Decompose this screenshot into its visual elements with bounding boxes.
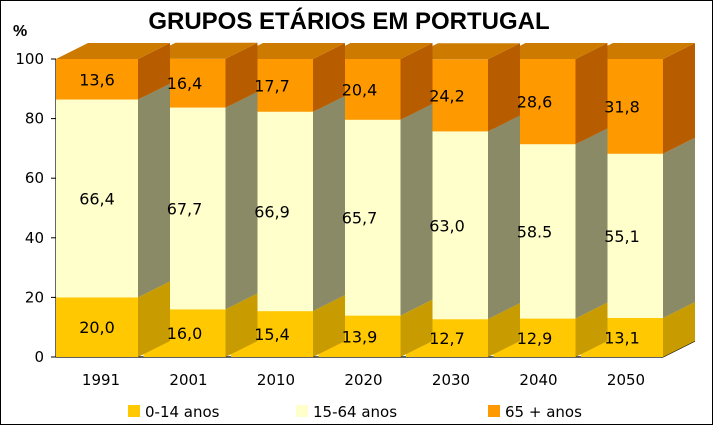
legend-swatch xyxy=(296,405,308,417)
bar-side xyxy=(488,303,520,357)
bar-side xyxy=(400,103,433,316)
y-tick-label: 40 xyxy=(25,229,44,247)
bar-side xyxy=(663,301,695,357)
bar-top xyxy=(318,43,433,59)
legend-entry: 15-64 anos xyxy=(313,403,397,421)
bar-segment xyxy=(56,59,138,100)
legend: 0-14 anos 15-64 anos 65 + anos xyxy=(128,403,582,421)
data-labels: 20,0 66,4 13,6 16,0 67,7 16,4 15,4 66,9 17,7 13,9… xyxy=(79,70,640,348)
data-label: 20,4 xyxy=(342,80,378,99)
data-label: 15,4 xyxy=(254,325,290,344)
data-label: 13,6 xyxy=(79,70,115,89)
bar-stack xyxy=(56,43,170,357)
bar-side xyxy=(575,43,608,145)
x-tick-label: 2010 xyxy=(257,371,295,389)
bar-side xyxy=(313,43,345,112)
bar-side xyxy=(575,302,608,357)
bar-side xyxy=(488,43,520,132)
y-tick-label: 0 xyxy=(34,348,44,366)
bar-side xyxy=(225,293,258,357)
chart-title: GRUPOS ETÁRIOS EM PORTUGAL xyxy=(148,7,549,35)
bar-top xyxy=(56,43,170,59)
data-label: 66,4 xyxy=(79,189,115,208)
x-tick-label: 2040 xyxy=(519,371,557,389)
data-label: 13,1 xyxy=(604,328,640,347)
bar-side xyxy=(663,137,695,318)
bar-segment xyxy=(56,99,138,298)
bar-side xyxy=(488,115,520,320)
data-label: 12,9 xyxy=(517,329,553,348)
data-label: 65,7 xyxy=(342,209,378,228)
data-label: 20,0 xyxy=(79,318,115,337)
bar-side xyxy=(138,281,170,357)
legend-entry: 65 + anos xyxy=(505,403,582,421)
data-label: 63,0 xyxy=(429,216,465,235)
bar-top xyxy=(406,43,520,60)
bar-side xyxy=(225,42,258,108)
y-tick-label: 60 xyxy=(25,169,44,187)
bar-side xyxy=(313,295,345,357)
data-label: 58.5 xyxy=(517,222,553,241)
bar-side xyxy=(138,83,170,298)
x-axis-ticks: 1991 2001 2010 2020 2030 2040 2050 xyxy=(82,371,645,389)
data-label: 16,4 xyxy=(167,74,203,93)
bar-side xyxy=(575,128,608,319)
y-tick-label: 80 xyxy=(25,110,44,128)
x-tick-label: 2050 xyxy=(607,371,645,389)
bar-segment xyxy=(56,297,138,357)
data-label: 12,7 xyxy=(429,329,465,348)
bar-top xyxy=(493,43,608,59)
bar-side xyxy=(313,95,345,312)
bar-top xyxy=(581,43,695,59)
x-tick-label: 2030 xyxy=(432,371,470,389)
y-axis-unit-label: % xyxy=(13,23,27,40)
legend-swatch xyxy=(128,405,140,417)
bar-top xyxy=(143,42,258,59)
data-label: 13,9 xyxy=(342,327,378,346)
y-tick-label: 100 xyxy=(15,50,44,68)
x-tick-label: 2001 xyxy=(169,371,207,389)
x-tick-label: 2020 xyxy=(344,371,382,389)
data-label: 17,7 xyxy=(254,76,290,95)
data-label: 16,0 xyxy=(167,324,203,343)
legend-swatch xyxy=(488,405,500,417)
bar-side xyxy=(138,43,170,100)
bar-side xyxy=(225,91,258,310)
data-label: 28,6 xyxy=(517,93,553,112)
data-label: 55,1 xyxy=(604,227,640,246)
data-label: 24,2 xyxy=(429,86,465,105)
legend-entry: 0-14 anos xyxy=(145,403,220,421)
data-label: 66,9 xyxy=(254,202,290,221)
bar-side xyxy=(400,299,433,357)
bar-stacks xyxy=(56,42,695,357)
bar-side xyxy=(400,43,433,120)
data-label: 67,7 xyxy=(167,199,203,218)
bar-top xyxy=(231,43,345,59)
x-tick-label: 1991 xyxy=(82,371,120,389)
data-label: 31,8 xyxy=(604,97,640,116)
y-tick-label: 20 xyxy=(25,288,44,306)
bar-side xyxy=(663,43,695,154)
